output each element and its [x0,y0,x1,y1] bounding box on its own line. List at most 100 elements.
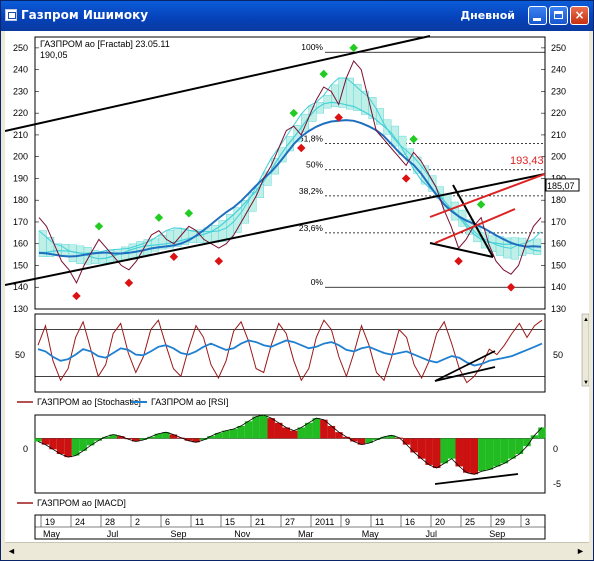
period-dropdown[interactable]: Дневной [460,9,515,22]
y-tick-label-right: 140 [551,282,566,292]
macd-tick-zero-right: 0 [553,444,558,454]
macd-bar [71,438,80,456]
fib-label: 50% [306,160,323,170]
macd-bar [56,438,65,454]
fractal-down-marker [214,256,224,266]
macd-bar [447,438,456,459]
scroll-right-icon[interactable]: ► [576,546,585,556]
fractal-up-marker [289,108,298,118]
fib-label: 61,8% [299,134,324,144]
scroll-up-icon[interactable]: ▲ [583,317,589,323]
y-tick-label-right: 240 [551,65,566,75]
macd-bar [320,419,328,439]
macd-bar [365,438,373,444]
wedge-upper-line [452,184,494,258]
macd-bar [109,434,117,439]
minimize-button[interactable] [528,6,547,25]
scroll-down-icon[interactable]: ▼ [583,380,589,386]
fractal-markers [72,43,516,301]
macd-bar [214,432,223,439]
x-month-label: Jul [426,529,438,539]
osc-tick-right: 50 [553,350,563,360]
macd-signal-line [37,414,543,475]
y-tick-label-right: 160 [551,239,566,249]
x-day-label: 16 [405,517,415,527]
cloud-segment [510,237,519,260]
macd-bar [237,425,245,439]
x-month-label: May [362,529,380,539]
x-day-label: 24 [75,517,85,527]
macd-bar [132,438,140,442]
macd-bar [162,432,170,439]
y-tick-label-left: 200 [13,152,28,162]
y-tick-label-left: 150 [13,260,28,270]
x-month-label: Sep [171,529,187,539]
x-day-label: 28 [105,517,115,527]
macd-bar [147,436,155,439]
macd-bar [169,434,178,439]
macd-bar [222,430,230,439]
rsi-legend: ГАЗПРОМ ао [RSI] [151,397,228,407]
macd-bars [34,414,546,475]
macd-bar [387,435,396,439]
main-legend-value: 190,05 [40,50,68,60]
fib-label: 23,6% [299,223,324,233]
main-y-ticks: 130 130 140 140 150 150 160 160 170 170 180 180 190 1… [13,43,566,314]
macd-bar [305,422,313,439]
macd-bar [139,438,148,440]
macd-bar [49,438,57,450]
macd-trend-line [434,473,519,485]
scroll-left-icon[interactable]: ◄ [7,546,16,556]
macd-bar [244,421,253,439]
y-tick-label-left: 160 [13,239,28,249]
y-tick-label-right: 130 [551,304,566,314]
macd-bar [79,438,87,451]
fib-label: 100% [301,42,323,52]
fractal-up-marker [319,69,328,79]
macd-bar [463,438,471,473]
x-day-label: 6 [165,517,170,527]
macd-tick-zero-left: 0 [23,444,28,454]
macd-bar [86,438,95,446]
lower-channel-line [4,173,546,286]
y-tick-label-right: 170 [551,217,566,227]
fractal-down-marker [296,143,306,153]
macd-bar [455,438,464,467]
macd-bar [523,438,531,447]
fib-label: 38,2% [299,186,324,196]
macd-bar [101,436,110,439]
close-button[interactable]: × [570,6,589,25]
price-line [38,59,542,285]
macd-bar [493,438,501,467]
y-tick-label-left: 180 [13,195,28,205]
x-day-label: 29 [495,517,505,527]
macd-tick-minus5: -5 [553,479,561,489]
y-tick-label-right: 210 [551,130,566,140]
macd-bar [94,438,102,441]
price-series [38,59,542,285]
macd-bar [64,438,72,458]
fractal-down-marker [334,113,343,122]
macd-bar [500,438,509,464]
osc-scrollbar[interactable] [581,313,590,387]
macd-bar [290,430,298,439]
fractal-up-marker [476,200,486,209]
title-bar[interactable]: Газпром Ишимоку Дневной × [1,1,593,31]
fib-label: 0% [311,277,324,287]
x-month-label: Nov [234,529,251,539]
macd-bar [350,438,358,442]
oscillator-panel-frame [34,313,546,393]
macd-bar [417,438,426,459]
fractal-down-marker [454,256,463,266]
macd-bar [342,436,351,439]
macd-bar [530,435,539,439]
macd-bar [508,438,516,459]
x-day-label: 25 [465,517,475,527]
macd-bar [470,438,479,475]
chart-area: 130 130 140 140 150 150 160 160 170 170 180 180 190 1… [4,31,590,557]
horizontal-scrollbar[interactable]: ◄ ► [5,542,589,557]
maximize-button[interactable] [549,6,568,25]
fractal-up-marker [184,209,194,218]
y-tick-label-right: 200 [551,152,566,162]
main-price-grid [35,47,545,310]
